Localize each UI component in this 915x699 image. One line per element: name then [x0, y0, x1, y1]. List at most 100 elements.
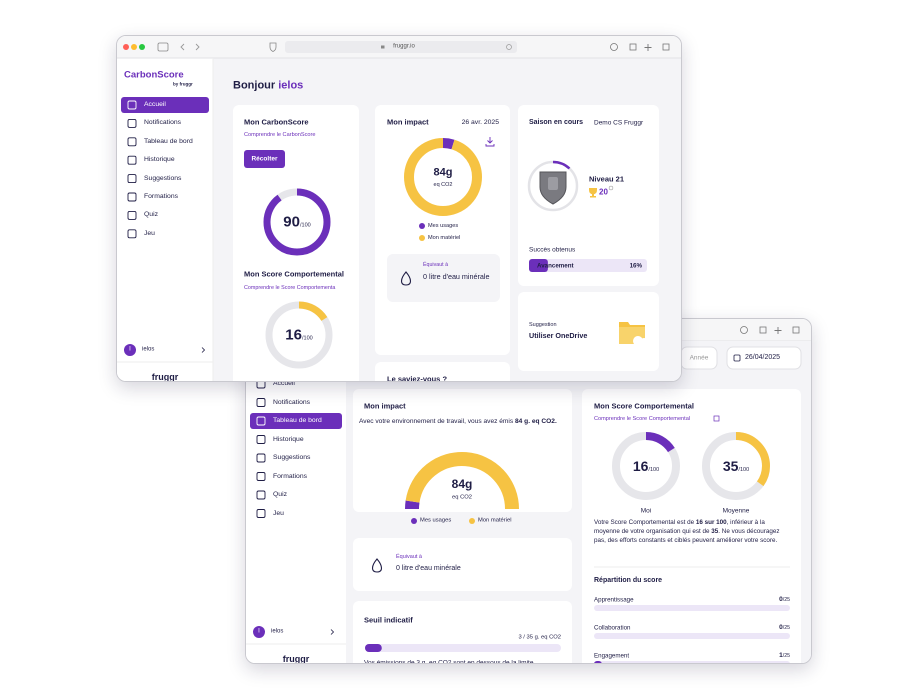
- impact-date: 26 avr. 2025: [461, 119, 499, 127]
- front-graphics: [117, 36, 681, 381]
- breakdown-track: [594, 661, 790, 663]
- nav-icon: [256, 490, 266, 500]
- nav-arrows: [180, 43, 200, 51]
- donut-arc: [265, 301, 333, 369]
- breakdown-max: /25: [782, 597, 790, 604]
- legend-swatch: [469, 518, 475, 524]
- period-button-label[interactable]: Année: [689, 354, 709, 362]
- score-max: /100: [738, 466, 750, 473]
- text-part: 16 sur 100: [695, 519, 727, 526]
- text-part: Avec votre environnement de travail, vou…: [359, 418, 516, 425]
- breakdown-name: Engagement: [594, 652, 630, 660]
- card-link[interactable]: Comprendre le Score Comportementa: [244, 284, 336, 291]
- nav-icon: [127, 118, 137, 128]
- breakdown-score: 1/25: [779, 652, 790, 660]
- nav-icon: [127, 210, 137, 220]
- drop-icon: [400, 271, 412, 286]
- user-name[interactable]: ielos: [142, 346, 155, 353]
- nav-item[interactable]: Quiz: [273, 491, 287, 499]
- chevron: [330, 629, 335, 635]
- share-icon: [759, 326, 767, 334]
- text-part: 35: [711, 527, 719, 535]
- external-link-icon: [713, 415, 720, 422]
- nav-item[interactable]: Historique: [273, 435, 304, 443]
- footer-logo: fruggr: [151, 371, 179, 382]
- share-icon: [629, 43, 637, 51]
- section-title: Répartition du score: [594, 576, 663, 584]
- user-avatar: [124, 344, 136, 356]
- user-name[interactable]: ielos: [271, 628, 284, 635]
- date-button: [726, 346, 802, 370]
- card-title: Saison en cours: [529, 118, 584, 126]
- drop-icon: [371, 558, 383, 573]
- nav-item[interactable]: Suggestions: [273, 454, 311, 462]
- nav-active: [250, 413, 342, 429]
- info-icon: [608, 185, 614, 191]
- nav-item[interactable]: Tableau de bord: [144, 137, 193, 145]
- breakdown-track: [594, 605, 790, 611]
- cloud-part: [640, 338, 648, 346]
- nav-item[interactable]: Suggestions: [144, 174, 182, 182]
- action-button: [244, 150, 285, 168]
- nav-icon: [127, 155, 137, 165]
- nav-icon: [256, 398, 266, 407]
- score-value: 90: [283, 213, 300, 231]
- suggestion-title: Utiliser OneDrive: [529, 330, 588, 340]
- breakdown-score: 0/25: [779, 624, 790, 632]
- nav-item[interactable]: Notifications: [144, 119, 182, 127]
- card: [233, 105, 359, 381]
- card-link[interactable]: Comprendre le Score Comportemental: [594, 415, 691, 422]
- nav-item[interactable]: Quiz: [144, 211, 158, 219]
- nav-item[interactable]: Jeu: [273, 509, 284, 517]
- greeting-name: ielos: [278, 79, 304, 92]
- legend-swatch: [411, 518, 417, 524]
- card-title: Mon impact: [387, 117, 429, 127]
- nav-icon: [127, 137, 137, 147]
- progress-label: Avancement: [537, 261, 574, 269]
- date-label[interactable]: 26/04/2025: [745, 353, 781, 361]
- front-text-layer: Accueil Notifications Tableau de bord Histo…: [117, 36, 681, 381]
- nav-item[interactable]: Jeu: [144, 229, 155, 237]
- nav-item[interactable]: Accueil: [144, 101, 166, 109]
- nav-item[interactable]: Historique: [144, 156, 175, 164]
- nav-item[interactable]: Notifications: [273, 398, 311, 406]
- breakdown-name: Apprentissage: [594, 596, 634, 604]
- badge-detail: [548, 177, 558, 190]
- score-value: 35: [722, 457, 739, 474]
- nav-icon: [256, 416, 266, 426]
- nav-item[interactable]: Tableau de bord: [273, 417, 322, 425]
- chevron: [201, 347, 206, 353]
- nav-item[interactable]: Formations: [144, 193, 178, 201]
- card-link[interactable]: Comprendre le CarbonScore: [244, 131, 316, 138]
- legend-swatch: [419, 223, 425, 229]
- back-text-layer: Accueil Notifications Tableau de bord Histo…: [246, 319, 811, 663]
- user-avatar: [253, 626, 265, 638]
- nav-icon: [127, 100, 137, 110]
- equiv-value: 0 litre d'eau minérale: [423, 272, 490, 281]
- equiv-box: [387, 254, 500, 302]
- impact-unit: g: [465, 477, 473, 492]
- nav-icon: [256, 472, 266, 481]
- nav-item[interactable]: Accueil: [273, 380, 295, 388]
- nav-item[interactable]: Formations: [273, 472, 307, 480]
- impact-unit-label: eq CO2: [433, 181, 453, 188]
- score-max: /100: [299, 222, 311, 229]
- trophy-icon: [589, 188, 597, 198]
- season-level: Niveau 21: [589, 174, 625, 184]
- new-tab-icon: [774, 327, 782, 334]
- lock-icon: [381, 45, 385, 49]
- card-title: Mon impact: [364, 401, 406, 411]
- tabs-icon: [792, 326, 800, 334]
- nav-icon: [256, 453, 266, 463]
- user-initial: I: [129, 346, 131, 353]
- impact-text: Avec votre environnement de travail, vou…: [359, 417, 564, 426]
- breakdown-score: 0/25: [779, 596, 790, 604]
- card-title: Mon Score Comportemental: [594, 401, 695, 411]
- legend-label: Mes usages: [420, 517, 452, 524]
- action-button-label[interactable]: Récolter: [251, 155, 278, 163]
- impact-total-value: 84: [433, 166, 446, 179]
- nav-icon: [256, 435, 266, 444]
- tabs-icon: [662, 43, 670, 51]
- footer-logo: fruggr: [282, 653, 310, 664]
